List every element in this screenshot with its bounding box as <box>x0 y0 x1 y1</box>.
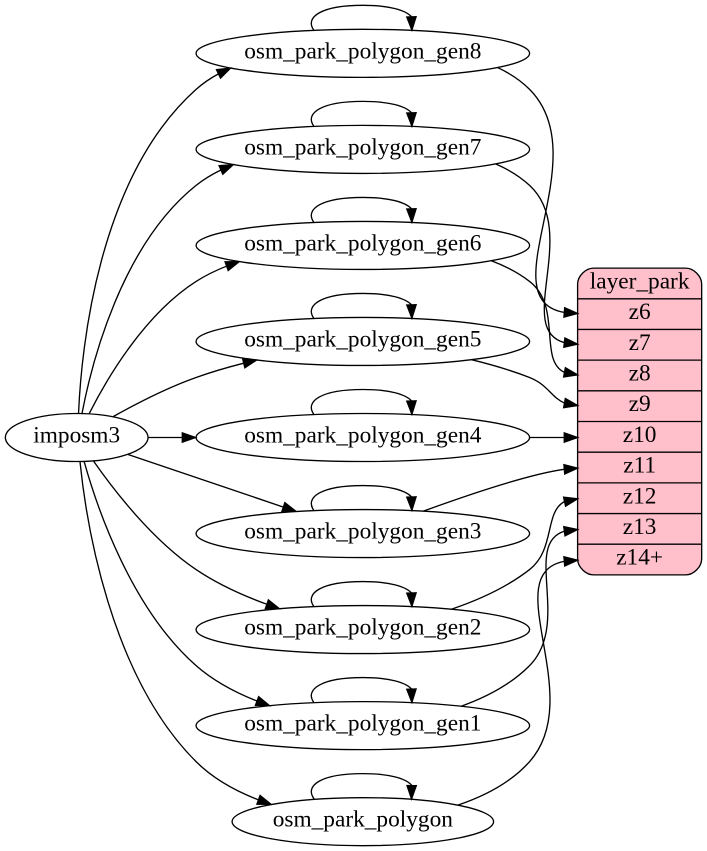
svg-text:imposm3: imposm3 <box>33 423 120 449</box>
svg-text:z7: z7 <box>629 330 651 356</box>
svg-text:z6: z6 <box>629 299 651 325</box>
svg-text:osm_park_polygon_gen6: osm_park_polygon_gen6 <box>244 230 481 256</box>
svg-text:z13: z13 <box>623 514 657 540</box>
svg-text:z9: z9 <box>629 391 651 417</box>
svg-text:osm_park_polygon_gen5: osm_park_polygon_gen5 <box>244 327 481 353</box>
svg-text:osm_park_polygon_gen8: osm_park_polygon_gen8 <box>244 38 481 64</box>
svg-text:osm_park_polygon_gen3: osm_park_polygon_gen3 <box>244 519 481 545</box>
svg-text:z14+: z14+ <box>616 545 663 571</box>
svg-text:z10: z10 <box>623 422 657 448</box>
svg-text:osm_park_polygon_gen4: osm_park_polygon_gen4 <box>244 423 481 449</box>
svg-text:z11: z11 <box>623 453 656 479</box>
svg-text:z8: z8 <box>629 361 651 387</box>
svg-text:layer_park: layer_park <box>590 269 690 295</box>
svg-text:osm_park_polygon_gen7: osm_park_polygon_gen7 <box>244 134 481 160</box>
svg-text:z12: z12 <box>623 483 657 509</box>
svg-text:osm_park_polygon: osm_park_polygon <box>273 807 453 833</box>
svg-text:osm_park_polygon_gen2: osm_park_polygon_gen2 <box>244 615 481 641</box>
svg-text:osm_park_polygon_gen1: osm_park_polygon_gen1 <box>244 711 481 737</box>
